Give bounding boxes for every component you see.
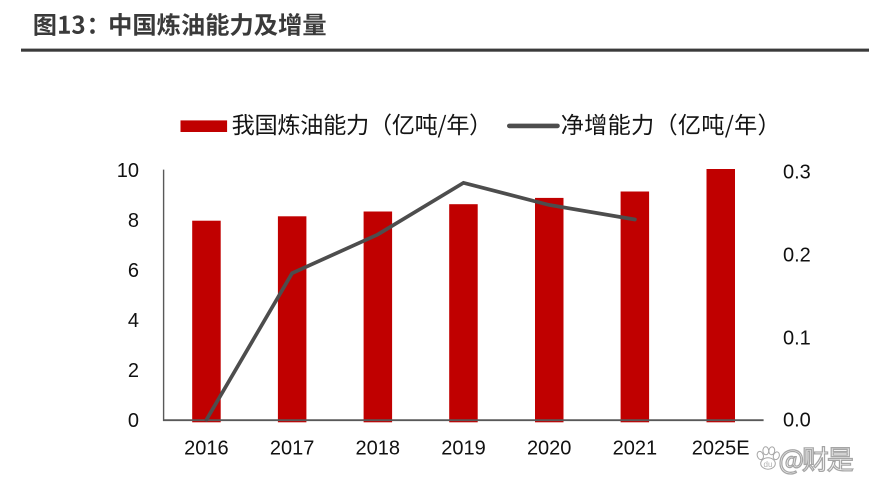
svg-text:2021: 2021 — [613, 437, 658, 459]
svg-text:2018: 2018 — [356, 437, 401, 459]
svg-text:2019: 2019 — [441, 437, 486, 459]
svg-text:0.2: 0.2 — [783, 245, 811, 267]
svg-text:4: 4 — [128, 310, 139, 332]
svg-text:2025E: 2025E — [692, 437, 750, 459]
svg-text:2020: 2020 — [527, 437, 572, 459]
svg-text:0.1: 0.1 — [783, 327, 811, 349]
svg-text:8: 8 — [128, 210, 139, 232]
svg-text:0: 0 — [128, 410, 139, 432]
svg-text:2: 2 — [128, 360, 139, 382]
svg-text:10: 10 — [117, 160, 139, 182]
svg-text:2017: 2017 — [270, 437, 315, 459]
svg-text:0.0: 0.0 — [783, 410, 811, 432]
svg-text:du: du — [764, 460, 773, 469]
svg-text:2016: 2016 — [184, 437, 229, 459]
svg-text:0.3: 0.3 — [783, 162, 811, 184]
svg-text:6: 6 — [128, 260, 139, 282]
